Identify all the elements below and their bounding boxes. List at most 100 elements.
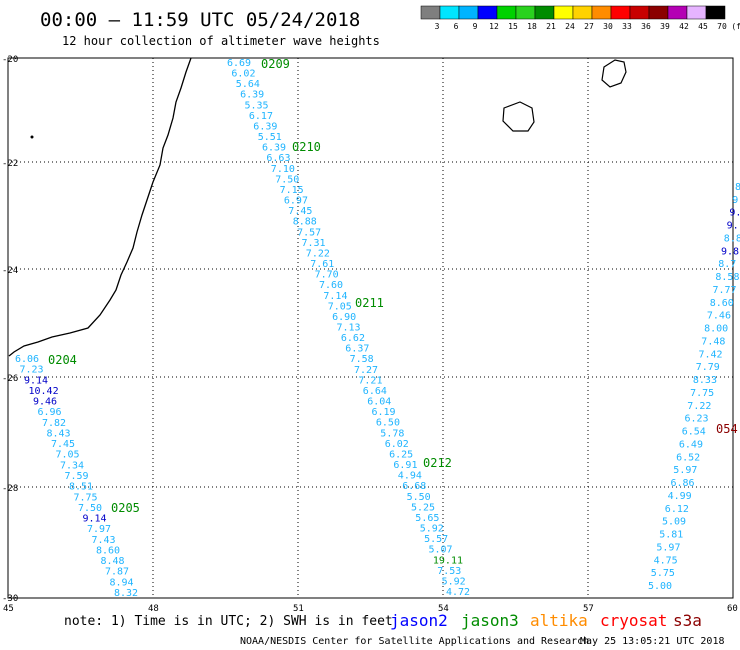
x-tick: 45	[3, 604, 14, 614]
wave-height-value: 8.32	[114, 588, 138, 599]
wave-height-value: 6.54	[682, 427, 706, 438]
colorbar-swatch	[478, 6, 497, 19]
wave-height-value: 4.99	[668, 491, 692, 502]
wave-height-value: 9.	[729, 208, 740, 219]
wave-height-value: 9.14	[24, 375, 48, 386]
satellite-altika: altika	[530, 611, 588, 630]
wave-height-value: 7.10	[271, 164, 295, 175]
wave-height-value: 5.57	[424, 534, 448, 545]
colorbar-label: 70	[717, 22, 727, 31]
colorbar-swatch	[516, 6, 535, 19]
wave-height-value: 7.13	[337, 323, 361, 334]
footer-note: note: 1) Time is in UTC; 2) SWH is in fe…	[64, 614, 393, 629]
wave-height-value: 6.97	[284, 196, 308, 207]
colorbar-swatch	[554, 6, 573, 19]
wave-height-value: 5.25	[411, 502, 435, 513]
wave-height-value: 6.39	[240, 90, 264, 101]
wave-height-value: 9.8	[721, 246, 739, 257]
colorbar-label: (ft)	[731, 22, 740, 31]
colorbar-swatch	[649, 6, 668, 19]
wave-height-value: 7.57	[297, 227, 321, 238]
colorbar-swatch	[497, 6, 516, 19]
wave-height-value: 6.02	[385, 439, 409, 450]
wave-height-value: 7.05	[328, 301, 352, 312]
y-tick: -24	[2, 266, 18, 276]
wave-height-value: 5.78	[380, 428, 404, 439]
y-tick: -26	[2, 374, 18, 384]
wave-height-value: 7.48	[701, 337, 725, 348]
wave-height-value: 6.02	[231, 69, 255, 80]
wave-height-value: 5.50	[407, 492, 431, 503]
wave-height-value: 7.50	[78, 503, 102, 514]
colorbar-swatch	[573, 6, 592, 19]
wave-height-value: 6.69	[227, 58, 251, 69]
wave-height-value: 7.27	[354, 365, 378, 376]
wave-height-value: 9.14	[83, 514, 107, 525]
colorbar-swatch	[440, 6, 459, 19]
wave-height-value: 6.39	[262, 143, 286, 154]
colorbar-swatch	[459, 6, 478, 19]
colorbar-label: 12	[489, 22, 499, 31]
wave-height-value: 7.43	[92, 535, 116, 546]
wave-height-value: 8.88	[293, 217, 317, 228]
wave-height-value: 6.86	[671, 478, 695, 489]
colorbar-label: 33	[622, 22, 632, 31]
pass-label: 0212	[423, 456, 452, 470]
wave-height-value: 8	[735, 182, 740, 193]
satellite-cryosat: cryosat	[600, 611, 667, 630]
wave-height-value: 7.82	[42, 418, 66, 429]
map-subtitle: 12 hour collection of altimeter wave hei…	[62, 34, 380, 48]
colorbar-label: 21	[546, 22, 556, 31]
x-tick: 51	[293, 604, 304, 614]
wave-height-value: 6.90	[332, 312, 356, 323]
wave-height-value: 6.37	[345, 344, 369, 355]
colorbar-swatch	[687, 6, 706, 19]
colorbar-swatch	[668, 6, 687, 19]
wave-height-value: 5.00	[648, 581, 672, 592]
wave-height-value: 8.7	[718, 259, 736, 270]
wave-height-value: 5.07	[429, 545, 453, 556]
wave-height-value: 7.75	[690, 388, 714, 399]
wave-height-value: 4.72	[446, 587, 470, 598]
wave-height-value: 4.94	[398, 471, 422, 482]
colorbar-label: 36	[641, 22, 651, 31]
wave-height-value: 5.65	[415, 513, 439, 524]
wave-height-value: 7.70	[315, 270, 339, 281]
wave-height-value: 6.96	[38, 407, 62, 418]
satellite-jason3: jason3	[461, 611, 519, 630]
pass-label: 0204	[48, 353, 77, 367]
colorbar-label: 42	[679, 22, 689, 31]
wave-height-value: 19.11	[433, 555, 463, 566]
wave-height-value: 5.97	[673, 465, 697, 476]
satellite-jason2: jason2	[390, 611, 448, 630]
colorbar-swatch	[535, 6, 554, 19]
wave-height-value: 5.92	[442, 576, 466, 587]
wave-height-value: 7.45	[51, 439, 75, 450]
wave-height-value: 6.49	[679, 439, 703, 450]
colorbar-label: 39	[660, 22, 670, 31]
colorbar-label: 15	[508, 22, 518, 31]
wave-height-value: 10.42	[29, 386, 59, 397]
colorbar-swatch	[630, 6, 649, 19]
wave-height-value: 6.17	[249, 111, 273, 122]
wave-height-value: 7.22	[306, 248, 330, 259]
wave-height-value: 7.14	[323, 291, 347, 302]
pass-label: 0211	[355, 296, 384, 310]
wave-height-value: 7.58	[350, 354, 374, 365]
wave-height-value: 7.77	[713, 285, 737, 296]
colorbar-label: 30	[603, 22, 613, 31]
wave-height-value: 7.59	[65, 471, 89, 482]
wave-height-value: 7.31	[302, 238, 326, 249]
wave-height-value: 7.53	[437, 566, 461, 577]
colorbar-label: 18	[527, 22, 537, 31]
wave-height-value: 5.92	[420, 524, 444, 535]
wave-height-map: 00:00 – 11:59 UTC 05/24/2018 12 hour col…	[0, 0, 740, 650]
x-tick: 60	[727, 604, 738, 614]
wave-height-value: 8.48	[101, 556, 125, 567]
wave-height-value: 7.21	[358, 375, 382, 386]
wave-height-value: 7.79	[696, 362, 720, 373]
wave-height-value: 6.52	[676, 452, 700, 463]
wave-height-value: 8.58	[715, 272, 739, 283]
timestamp-text: May 25 13:05:21 UTC 2018	[580, 636, 725, 647]
